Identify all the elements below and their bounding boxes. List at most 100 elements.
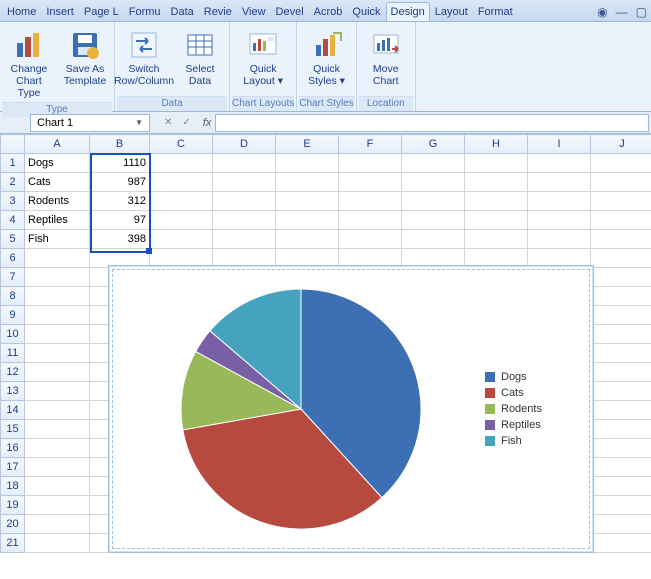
cell-J7[interactable] [591,268,651,287]
column-header-G[interactable]: G [402,135,465,154]
cell-I2[interactable] [528,173,591,192]
cell-A15[interactable] [25,420,90,439]
cell-C3[interactable] [150,192,213,211]
cell-F1[interactable] [339,154,402,173]
cell-G3[interactable] [402,192,465,211]
row-header-21[interactable]: 21 [1,534,25,553]
cell-G5[interactable] [402,230,465,249]
cell-F4[interactable] [339,211,402,230]
cell-H3[interactable] [465,192,528,211]
cell-I5[interactable] [528,230,591,249]
cell-B4[interactable]: 97 [90,211,150,230]
cell-D1[interactable] [213,154,276,173]
cell-J21[interactable] [591,534,651,553]
cell-D3[interactable] [213,192,276,211]
cell-B3[interactable]: 312 [90,192,150,211]
cell-J10[interactable] [591,325,651,344]
column-header-J[interactable]: J [591,135,651,154]
cell-G4[interactable] [402,211,465,230]
cell-H1[interactable] [465,154,528,173]
cell-A8[interactable] [25,287,90,306]
cell-A18[interactable] [25,477,90,496]
cell-C4[interactable] [150,211,213,230]
cell-A16[interactable] [25,439,90,458]
cell-A21[interactable] [25,534,90,553]
cell-J19[interactable] [591,496,651,515]
row-header-2[interactable]: 2 [1,173,25,192]
column-header-F[interactable]: F [339,135,402,154]
ribbon-tab-data[interactable]: Data [166,2,199,21]
ribbon-tab-quick[interactable]: Quick [347,2,385,21]
legend-item-rodents[interactable]: Rodents [485,403,585,415]
row-header-8[interactable]: 8 [1,287,25,306]
quick-styles-button[interactable]: QuickStyles ▾ [300,24,354,90]
cell-J1[interactable] [591,154,651,173]
cell-J18[interactable] [591,477,651,496]
cell-J20[interactable] [591,515,651,534]
save-as-template-button[interactable]: Save AsTemplate [58,24,112,90]
cell-I1[interactable] [528,154,591,173]
column-header-I[interactable]: I [528,135,591,154]
cell-G1[interactable] [402,154,465,173]
column-header-A[interactable]: A [25,135,90,154]
cell-E1[interactable] [276,154,339,173]
cell-J4[interactable] [591,211,651,230]
cell-J9[interactable] [591,306,651,325]
cell-B2[interactable]: 987 [90,173,150,192]
cell-A10[interactable] [25,325,90,344]
change-chart-type-button[interactable]: ChangeChart Type [2,24,56,102]
cell-J8[interactable] [591,287,651,306]
ribbon-tab-insert[interactable]: Insert [41,2,79,21]
cell-A20[interactable] [25,515,90,534]
cell-A2[interactable]: Cats [25,173,90,192]
chevron-down-icon[interactable]: ▼ [135,118,143,127]
cell-G2[interactable] [402,173,465,192]
ribbon-tab-view[interactable]: View [237,2,271,21]
column-header-E[interactable]: E [276,135,339,154]
cell-J3[interactable] [591,192,651,211]
accept-formula-icon[interactable]: ✓ [180,117,192,128]
ribbon-tab-design[interactable]: Design [386,2,430,21]
cell-F3[interactable] [339,192,402,211]
cell-H2[interactable] [465,173,528,192]
select-data-button[interactable]: SelectData [173,24,227,90]
row-header-14[interactable]: 14 [1,401,25,420]
cell-E4[interactable] [276,211,339,230]
cell-A12[interactable] [25,363,90,382]
legend-item-dogs[interactable]: Dogs [485,371,585,383]
row-header-3[interactable]: 3 [1,192,25,211]
cell-J12[interactable] [591,363,651,382]
help-icon[interactable]: ◉ [593,3,611,21]
quick-layout-button[interactable]: QuickLayout ▾ [236,24,290,90]
cell-B5[interactable]: 398 [90,230,150,249]
cell-A9[interactable] [25,306,90,325]
pie-plot-area[interactable] [117,279,485,539]
row-header-5[interactable]: 5 [1,230,25,249]
move-chart-button[interactable]: MoveChart [359,24,413,90]
cell-E5[interactable] [276,230,339,249]
row-header-17[interactable]: 17 [1,458,25,477]
chart-legend[interactable]: DogsCatsRodentsReptilesFish [485,367,585,451]
cell-A6[interactable] [25,249,90,268]
embedded-chart[interactable]: DogsCatsRodentsReptilesFish [108,265,594,553]
cell-I3[interactable] [528,192,591,211]
switch-row-column-button[interactable]: SwitchRow/Column [117,24,171,90]
name-box[interactable]: Chart 1 ▼ [30,114,150,132]
cell-A17[interactable] [25,458,90,477]
column-header-H[interactable]: H [465,135,528,154]
cell-D2[interactable] [213,173,276,192]
cell-J6[interactable] [591,249,651,268]
cell-F2[interactable] [339,173,402,192]
legend-item-reptiles[interactable]: Reptiles [485,419,585,431]
cell-C1[interactable] [150,154,213,173]
ribbon-tab-layout[interactable]: Layout [430,2,473,21]
ribbon-tab-format[interactable]: Format [473,2,518,21]
cell-I4[interactable] [528,211,591,230]
cell-H5[interactable] [465,230,528,249]
cell-D4[interactable] [213,211,276,230]
cell-E2[interactable] [276,173,339,192]
spreadsheet-grid[interactable]: ABCDEFGHIJ1Dogs11102Cats9873Rodents3124R… [0,134,651,553]
fx-label[interactable]: fx [193,117,216,129]
ribbon-tab-acrob[interactable]: Acrob [309,2,348,21]
column-header-B[interactable]: B [90,135,150,154]
